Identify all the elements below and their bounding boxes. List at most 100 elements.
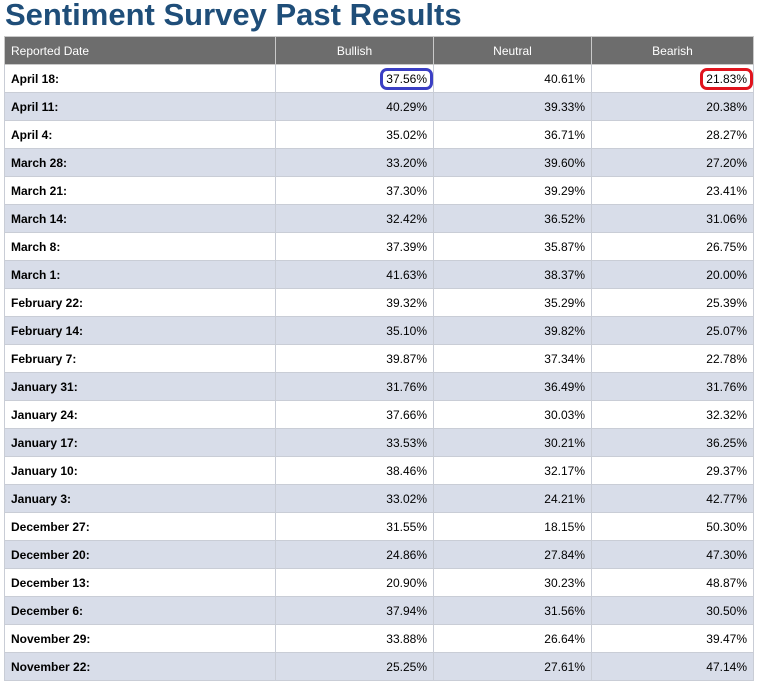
cell-neutral: 18.15% [433, 512, 592, 541]
cell-bullish-value: 41.63% [386, 267, 427, 282]
table-row: January 3: 33.02% 24.21% 42.77% [4, 484, 754, 513]
cell-reported-date-value: November 22: [11, 659, 91, 674]
highlighted-bearish-value: 21.83% [700, 67, 753, 90]
cell-reported-date-value: December 27: [11, 519, 90, 534]
cell-bearish: 50.30% [591, 512, 754, 541]
cell-bearish-value: 48.87% [706, 575, 747, 590]
cell-bearish: 25.07% [591, 316, 754, 345]
cell-reported-date: March 21: [4, 176, 276, 205]
cell-reported-date: April 4: [4, 120, 276, 149]
table-row: December 20: 24.86% 27.84% 47.30% [4, 540, 754, 569]
table-row: March 28: 33.20% 39.60% 27.20% [4, 148, 754, 177]
cell-neutral-value: 31.56% [544, 603, 585, 618]
cell-reported-date: February 22: [4, 288, 276, 317]
cell-bullish-value: 39.32% [386, 295, 427, 310]
cell-bearish: 22.78% [591, 344, 754, 373]
cell-bearish: 42.77% [591, 484, 754, 513]
table-row: April 18: 37.56% 40.61% 21.83% [4, 64, 754, 93]
cell-neutral: 35.87% [433, 232, 592, 261]
cell-reported-date: January 24: [4, 400, 276, 429]
table-row: November 22: 25.25% 27.61% 47.14% [4, 652, 754, 681]
cell-bearish-value: 47.30% [706, 547, 747, 562]
table-row: March 21: 37.30% 39.29% 23.41% [4, 176, 754, 205]
cell-neutral-value: 30.23% [544, 575, 585, 590]
cell-neutral-value: 35.29% [544, 295, 585, 310]
header-neutral[interactable]: Neutral [433, 36, 592, 65]
cell-bullish-value: 38.46% [386, 463, 427, 478]
cell-neutral-value: 24.21% [544, 491, 585, 506]
cell-bearish-value: 20.38% [706, 99, 747, 114]
cell-bearish: 31.76% [591, 372, 754, 401]
cell-neutral: 36.52% [433, 204, 592, 233]
cell-neutral: 30.21% [433, 428, 592, 457]
sentiment-results-table: Reported Date Bullish Neutral Bearish Ap… [4, 36, 754, 681]
cell-bullish-value: 39.87% [386, 351, 427, 366]
cell-bullish: 38.46% [275, 456, 434, 485]
cell-neutral: 24.21% [433, 484, 592, 513]
cell-bullish-value: 35.02% [386, 127, 427, 142]
cell-neutral-value: 39.60% [544, 155, 585, 170]
cell-reported-date-value: February 7: [11, 351, 77, 366]
cell-reported-date: December 20: [4, 540, 276, 569]
cell-reported-date-value: February 22: [11, 295, 84, 310]
cell-reported-date: November 29: [4, 624, 276, 653]
cell-bearish-value: 42.77% [706, 491, 747, 506]
cell-reported-date: March 1: [4, 260, 276, 289]
table-row: February 7: 39.87% 37.34% 22.78% [4, 344, 754, 373]
cell-bullish: 20.90% [275, 568, 434, 597]
cell-neutral: 26.64% [433, 624, 592, 653]
cell-bullish: 24.86% [275, 540, 434, 569]
cell-reported-date-value: January 17: [11, 435, 78, 450]
cell-neutral-value: 30.21% [544, 435, 585, 450]
cell-neutral: 36.71% [433, 120, 592, 149]
cell-bullish: 35.02% [275, 120, 434, 149]
cell-reported-date-value: January 31: [11, 379, 78, 394]
cell-neutral: 36.49% [433, 372, 592, 401]
cell-reported-date: December 13: [4, 568, 276, 597]
cell-reported-date-value: February 14: [11, 323, 84, 338]
cell-reported-date-value: March 28: [11, 155, 68, 170]
cell-reported-date-value: January 24: [11, 407, 78, 422]
cell-neutral-value: 26.64% [544, 631, 585, 646]
table-row: February 14: 35.10% 39.82% 25.07% [4, 316, 754, 345]
cell-bullish: 33.88% [275, 624, 434, 653]
cell-neutral-value: 39.82% [544, 323, 585, 338]
cell-neutral: 38.37% [433, 260, 592, 289]
cell-bearish: 29.37% [591, 456, 754, 485]
cell-bearish-value: 39.47% [706, 631, 747, 646]
header-bullish[interactable]: Bullish [275, 36, 434, 65]
cell-reported-date-value: March 8: [11, 239, 61, 254]
cell-bullish-value: 37.66% [386, 407, 427, 422]
cell-neutral: 30.23% [433, 568, 592, 597]
cell-neutral: 39.82% [433, 316, 592, 345]
cell-neutral: 32.17% [433, 456, 592, 485]
cell-bullish: 41.63% [275, 260, 434, 289]
cell-reported-date: January 10: [4, 456, 276, 485]
cell-neutral: 39.33% [433, 92, 592, 121]
cell-reported-date-value: March 1: [11, 267, 61, 282]
cell-bearish-value: 23.41% [706, 183, 747, 198]
cell-neutral-value: 38.37% [544, 267, 585, 282]
table-row: December 6: 37.94% 31.56% 30.50% [4, 596, 754, 625]
table-row: January 24: 37.66% 30.03% 32.32% [4, 400, 754, 429]
header-bearish[interactable]: Bearish [591, 36, 754, 65]
cell-bullish: 33.53% [275, 428, 434, 457]
cell-reported-date-value: January 3: [11, 491, 72, 506]
table-row: January 10: 38.46% 32.17% 29.37% [4, 456, 754, 485]
cell-bullish: 33.02% [275, 484, 434, 513]
cell-bearish-value: 36.25% [706, 435, 747, 450]
cell-reported-date: December 27: [4, 512, 276, 541]
table-row: January 17: 33.53% 30.21% 36.25% [4, 428, 754, 457]
header-reported-date[interactable]: Reported Date [4, 36, 276, 65]
cell-reported-date-value: November 29: [11, 631, 91, 646]
cell-bearish-value: 31.06% [706, 211, 747, 226]
cell-bearish: 28.27% [591, 120, 754, 149]
cell-bullish-value: 33.20% [386, 155, 427, 170]
cell-bullish-value: 20.90% [386, 575, 427, 590]
cell-reported-date-value: March 14: [11, 211, 68, 226]
table-row: March 1: 41.63% 38.37% 20.00% [4, 260, 754, 289]
table-row: December 27: 31.55% 18.15% 50.30% [4, 512, 754, 541]
cell-bullish: 37.30% [275, 176, 434, 205]
cell-reported-date: November 22: [4, 652, 276, 681]
cell-bullish: 39.87% [275, 344, 434, 373]
